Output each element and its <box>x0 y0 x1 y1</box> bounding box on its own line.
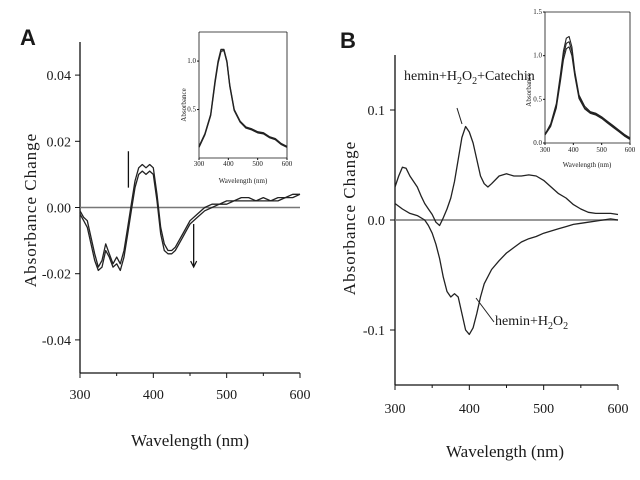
annotation-catechin-leader <box>456 107 463 125</box>
panel-a-inset: Absorbance Wavelength (nm) 300 400 500 600 0… <box>180 31 293 185</box>
panel-b-inset-y-label: Absorbance <box>525 73 533 106</box>
panel-a-plot-area: 300 400 500 600 0.04 0.02 0.00 -0.02 -0.04 <box>42 42 311 403</box>
panel-b-inset-x-tick-label-400: 400 <box>568 146 579 154</box>
panel-a-inset-x-tick-label-500: 500 <box>252 160 263 168</box>
panel-b-inset-y-tick-label-0: 0.0 <box>533 139 542 147</box>
panel-b-inset-y-tick-label-2: 1.0 <box>533 52 542 60</box>
panel-b-inset-x-tick-label-600: 600 <box>625 146 636 154</box>
panel-a-inset-y-tick-label-1: 1.0 <box>187 57 196 65</box>
panel-b-x-tick-label-600: 600 <box>608 402 629 417</box>
panel-b-inset-x-label: Wavelength (nm) <box>563 161 612 169</box>
panel-b-inset-y-tick-label-1: 0.5 <box>533 95 542 103</box>
panel-a-y-tick-label-1: 0.02 <box>47 135 72 150</box>
annotation-catechin: hemin+H2O2+Catechin <box>404 69 535 87</box>
panel-b-series-1-line <box>394 125 619 227</box>
panel-b-y-tick-label-1: 0.0 <box>368 214 386 229</box>
panel-b-inset-x-tick-label-300: 300 <box>540 146 551 154</box>
panel-b-x-tick-label-400: 400 <box>459 402 480 417</box>
panel-a-x-tick-label-500: 500 <box>216 388 237 403</box>
panel-a-inset-series-2-line <box>198 49 288 148</box>
panel-a-y-tick-label-4: -0.04 <box>42 334 71 349</box>
annotation-hemin-leader <box>475 297 495 323</box>
panel-a: A Absorbance Change Wavelength (nm) 300 4… <box>20 25 311 450</box>
panel-b-letter: B <box>340 28 356 53</box>
panel-a-y-tick-label-3: -0.02 <box>42 268 71 283</box>
panel-a-y-axis-label: Absorbance Change <box>21 133 40 287</box>
panel-a-y-tick-label-2: 0.00 <box>47 202 72 217</box>
panel-b-inset-series-1-line <box>544 35 631 139</box>
panel-a-inset-series-1-line <box>198 48 288 147</box>
panel-a-x-tick-label-300: 300 <box>70 388 91 403</box>
panel-b-x-axis-label: Wavelength (nm) <box>446 442 564 461</box>
panel-b: B Absorbance Change Wavelength (nm) 300 4… <box>340 8 636 461</box>
panel-b-y-axis-label: Absorbance Change <box>340 141 359 295</box>
panel-a-marker-arrowhead <box>190 260 198 269</box>
panel-a-inset-y-tick-label-0: 0.5 <box>187 106 196 114</box>
panel-b-inset-series-3-line <box>544 46 631 140</box>
panel-b-plot-area: 300 400 500 600 0.1 0.0 -0.1 <box>363 55 629 417</box>
panel-a-series-2-line <box>79 170 301 272</box>
panel-a-inset-x-tick-label-400: 400 <box>223 160 234 168</box>
panel-b-y-tick-label-2: -0.1 <box>363 324 385 339</box>
panel-b-inset: Absorbance Wavelength (nm) 300 400 500 600 0… <box>525 8 636 169</box>
panel-b-inset-y-tick-label-3: 1.5 <box>533 8 542 16</box>
panel-a-series-1-line <box>79 163 300 268</box>
panel-a-x-axis-label: Wavelength (nm) <box>131 431 249 450</box>
panel-b-series-2-line <box>394 202 619 336</box>
panel-b-inset-x-tick-label-500: 500 <box>596 146 607 154</box>
annotation-hemin: hemin+H2O2 <box>495 314 568 332</box>
panel-a-x-tick-label-400: 400 <box>143 388 164 403</box>
panel-a-y-tick-label-0: 0.04 <box>47 69 72 84</box>
panel-b-x-tick-label-300: 300 <box>385 402 406 417</box>
panel-a-inset-x-tick-label-300: 300 <box>194 160 205 168</box>
panel-b-x-tick-label-500: 500 <box>533 402 554 417</box>
panel-b-y-tick-label-0: 0.1 <box>368 104 386 119</box>
panel-a-inset-x-tick-label-600: 600 <box>282 160 293 168</box>
panel-a-x-tick-label-600: 600 <box>290 388 311 403</box>
panel-a-inset-y-label: Absorbance <box>180 88 188 121</box>
panel-a-letter: A <box>20 25 36 50</box>
panel-a-inset-x-label: Wavelength (nm) <box>219 177 268 185</box>
